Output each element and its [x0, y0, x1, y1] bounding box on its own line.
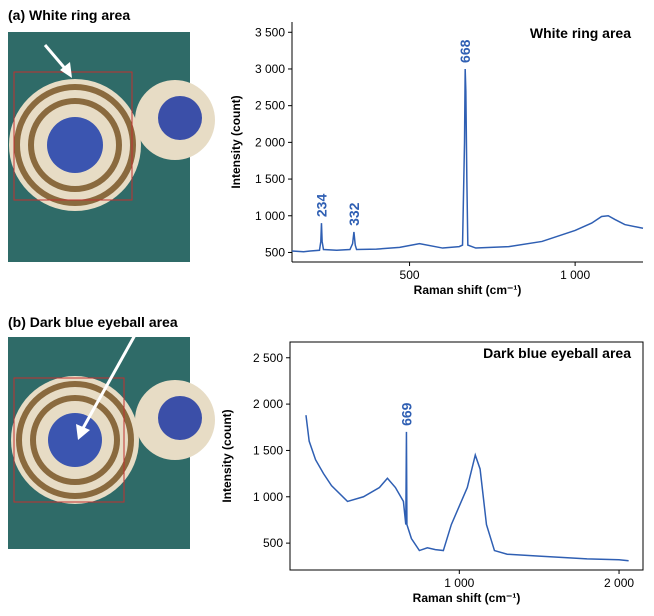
y-tick-label: 500	[265, 245, 285, 259]
y-tick-label: 3 000	[255, 62, 285, 76]
x-tick-label: 1 000	[560, 268, 590, 282]
chart-title: Dark blue eyeball area	[483, 345, 631, 361]
y-tick-label: 1 500	[253, 443, 283, 457]
y-axis-label: Intensity (count)	[220, 409, 234, 502]
y-tick-label: 2 000	[255, 135, 285, 149]
x-axis-label: Raman shift (cm⁻¹)	[413, 591, 521, 605]
peak-label: 332	[346, 202, 362, 226]
y-tick-label: 1 500	[255, 172, 285, 186]
peak-label: 669	[398, 402, 414, 426]
figure: (a) White ring area (b) Dark blue eyebal…	[0, 0, 654, 611]
y-tick-label: 2 500	[253, 351, 283, 365]
x-tick-label: 500	[400, 268, 420, 282]
x-axis-label: Raman shift (cm⁻¹)	[414, 283, 522, 297]
y-tick-label: 2 000	[253, 397, 283, 411]
chart-title: White ring area	[530, 25, 631, 41]
y-tick-label: 500	[263, 536, 283, 550]
photo	[8, 32, 215, 262]
y-tick-label: 3 500	[255, 25, 285, 39]
y-axis-label: Intensity (count)	[229, 95, 243, 188]
y-tick-label: 1 000	[253, 490, 283, 504]
photo	[8, 335, 215, 549]
peak-label: 668	[457, 39, 473, 63]
spectrum-line	[306, 415, 629, 561]
x-tick-label: 2 000	[604, 576, 634, 590]
frame	[290, 342, 643, 570]
y-tick-label: 2 500	[255, 99, 285, 113]
spectrum-line	[292, 69, 643, 252]
peak-label: 234	[313, 194, 329, 218]
y-tick-label: 1 000	[255, 209, 285, 223]
panel-label: (a) White ring area	[8, 7, 130, 23]
x-tick-label: 1 000	[444, 576, 474, 590]
panel-label: (b) Dark blue eyeball area	[8, 314, 178, 330]
